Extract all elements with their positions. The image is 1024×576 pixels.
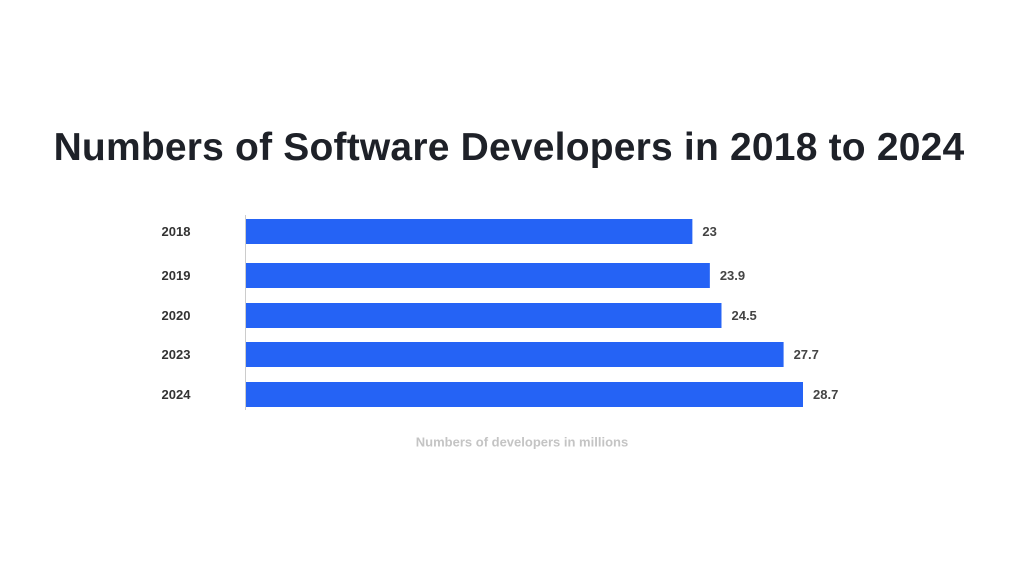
- category-label-2023: 2023: [162, 347, 191, 362]
- category-label-2019: 2019: [162, 268, 191, 283]
- value-label-2020: 24.5: [731, 308, 756, 323]
- value-label-2024: 28.7: [813, 387, 838, 402]
- value-label-2018: 23: [702, 224, 716, 239]
- category-label-2024: 2024: [162, 387, 192, 402]
- bar-2024: [246, 382, 803, 407]
- bar-2019: [246, 263, 710, 288]
- bar-2018: [246, 219, 693, 244]
- category-label-2020: 2020: [162, 308, 191, 323]
- bar-2023: [246, 342, 784, 367]
- value-label-2019: 23.9: [720, 268, 745, 283]
- category-label-2018: 2018: [162, 224, 191, 239]
- x-axis-title: Numbers of developers in millions: [416, 435, 628, 450]
- bar-2020: [246, 303, 722, 328]
- value-label-2023: 27.7: [794, 347, 819, 362]
- chart-title: Numbers of Software Developers in 2018 t…: [53, 126, 965, 169]
- bars-group: 2018 23 2019 23.9 2020 24.5 2023 27.7 2024 28.7: [162, 219, 838, 407]
